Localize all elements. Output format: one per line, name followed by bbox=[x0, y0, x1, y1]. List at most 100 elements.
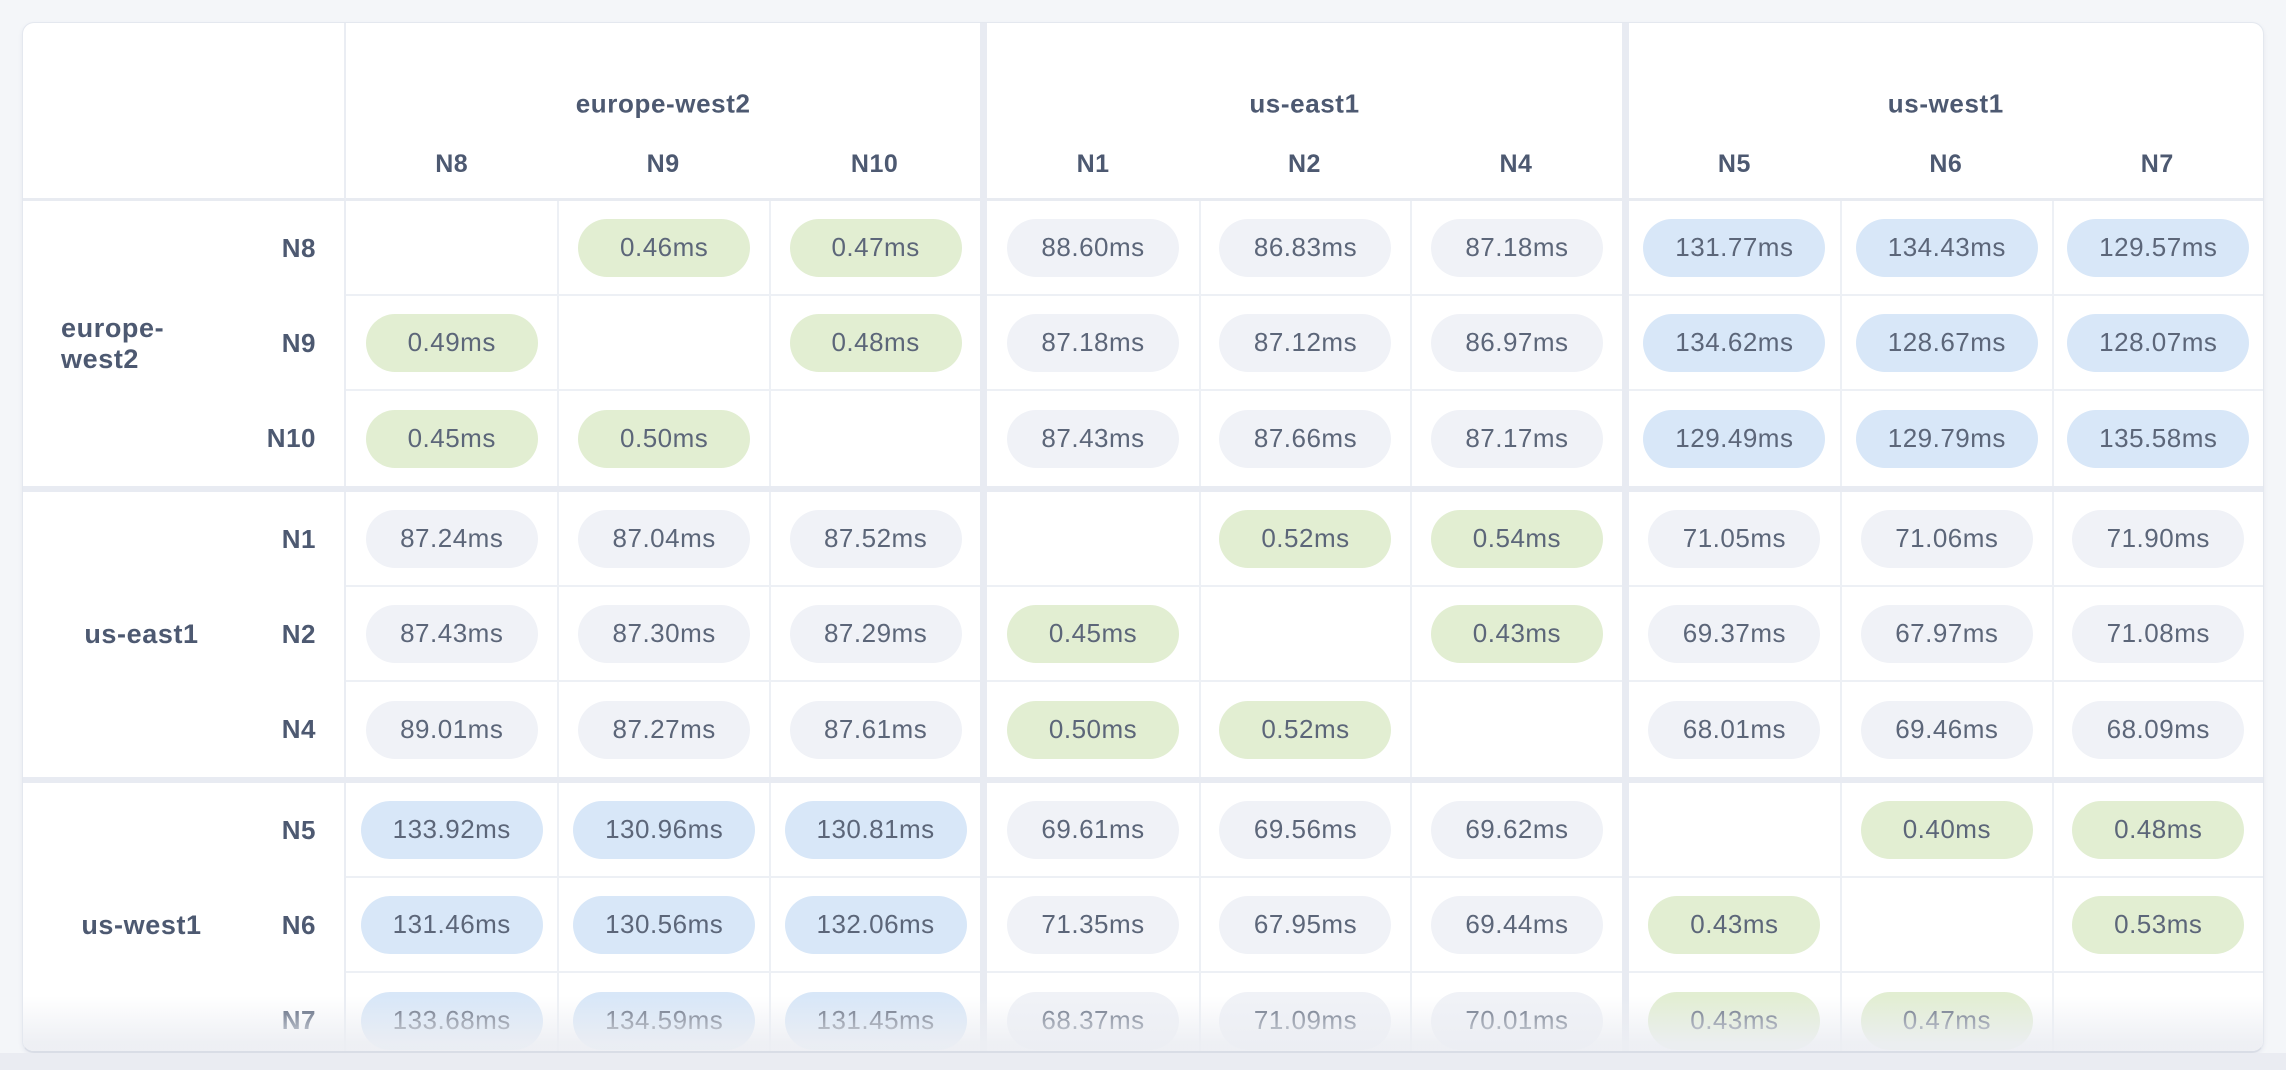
row-region-label: us-west1 bbox=[81, 910, 202, 940]
latency-cell: 133.92ms bbox=[346, 783, 558, 878]
latency-pill: 0.53ms bbox=[2072, 895, 2245, 954]
latency-pill: 67.95ms bbox=[1219, 895, 1392, 954]
matrix-corner-cell bbox=[23, 23, 346, 201]
latency-pill: 133.92ms bbox=[360, 800, 543, 859]
latency-pill: 69.62ms bbox=[1430, 800, 1603, 859]
latency-cell: 69.44ms bbox=[1410, 878, 1622, 973]
latency-cell: 130.81ms bbox=[768, 783, 981, 878]
latency-pill: 87.52ms bbox=[789, 509, 962, 568]
latency-cell: 87.43ms bbox=[346, 587, 558, 682]
latency-cell: 69.61ms bbox=[987, 783, 1199, 878]
latency-cell: 0.45ms bbox=[987, 587, 1199, 682]
latency-pill: 87.43ms bbox=[365, 604, 538, 663]
latency-cell bbox=[1198, 587, 1411, 682]
latency-pill: 67.97ms bbox=[1860, 604, 2033, 663]
latency-pill: 87.17ms bbox=[1430, 409, 1603, 468]
column-node-headers: N8 N9 N10 bbox=[346, 127, 980, 201]
latency-cell: 131.46ms bbox=[346, 878, 558, 973]
latency-pill: 0.45ms bbox=[1007, 604, 1180, 663]
latency-cell: 0.50ms bbox=[557, 391, 768, 486]
latency-pill: 0.43ms bbox=[1648, 895, 1821, 954]
latency-pill: 87.04ms bbox=[578, 509, 751, 568]
latency-cell: 0.54ms bbox=[1410, 492, 1622, 587]
latency-pill: 0.47ms bbox=[789, 218, 962, 277]
latency-cell: 87.30ms bbox=[557, 587, 769, 682]
latency-pill: 86.97ms bbox=[1430, 313, 1603, 372]
latency-cell: 130.56ms bbox=[557, 878, 769, 973]
latency-pill: 135.58ms bbox=[2067, 409, 2250, 468]
latency-cell: 68.01ms bbox=[1629, 682, 1840, 777]
column-node-header: N2 bbox=[1288, 149, 1321, 178]
column-group-header: us-west1 N5 N6 N7 bbox=[1628, 23, 2263, 201]
latency-pill: 89.01ms bbox=[365, 700, 538, 759]
row-group-separator bbox=[23, 486, 2263, 492]
latency-pill: 87.24ms bbox=[365, 509, 538, 568]
latency-pill: 0.50ms bbox=[578, 409, 751, 468]
latency-cell: 87.43ms bbox=[987, 391, 1198, 486]
latency-pill: 71.06ms bbox=[1860, 509, 2033, 568]
column-group-separator bbox=[980, 23, 988, 1051]
latency-cell: 69.62ms bbox=[1410, 783, 1622, 878]
latency-pill: 129.49ms bbox=[1643, 409, 1826, 468]
latency-cell: 0.43ms bbox=[1629, 973, 1840, 1051]
latency-cell: 135.58ms bbox=[2051, 391, 2263, 486]
latency-pill: 87.30ms bbox=[578, 604, 751, 663]
latency-pill: 134.43ms bbox=[1855, 218, 2038, 277]
row-node-label: N8 bbox=[281, 233, 316, 263]
row-node-label: N5 bbox=[281, 815, 316, 845]
column-region-title: us-east1 bbox=[1249, 88, 1360, 119]
column-group-header: europe-west2 N8 N9 N10 bbox=[346, 23, 981, 201]
latency-cell: 131.45ms bbox=[768, 973, 980, 1051]
latency-cell: 87.18ms bbox=[1410, 201, 1622, 296]
latency-pill: 0.47ms bbox=[1860, 991, 2033, 1050]
latency-cell: 0.47ms bbox=[768, 201, 981, 296]
latency-pill: 129.79ms bbox=[1855, 409, 2038, 468]
row-node-labels: N1 N2 N4 bbox=[222, 492, 344, 777]
latency-pill: 0.52ms bbox=[1219, 700, 1392, 759]
latency-pill: 69.37ms bbox=[1648, 604, 1821, 663]
latency-pill: 68.01ms bbox=[1648, 700, 1821, 759]
column-group-header: us-east1 N1 N2 N4 bbox=[987, 23, 1622, 201]
latency-cell: 128.67ms bbox=[1840, 296, 2052, 391]
latency-cell: 134.59ms bbox=[557, 973, 768, 1051]
latency-cell: 0.40ms bbox=[1840, 783, 2052, 878]
latency-pill: 69.46ms bbox=[1860, 700, 2033, 759]
row-node-label: N2 bbox=[281, 619, 316, 649]
latency-cell: 133.68ms bbox=[346, 973, 557, 1051]
latency-cell: 71.06ms bbox=[1840, 492, 2052, 587]
latency-pill: 0.49ms bbox=[365, 313, 538, 372]
latency-cell: 131.77ms bbox=[1628, 201, 1841, 296]
row-node-labels: N8 N9 N10 bbox=[222, 201, 344, 486]
latency-pill: 86.83ms bbox=[1219, 218, 1392, 277]
latency-cell: 71.09ms bbox=[1198, 973, 1410, 1051]
latency-cell: 132.06ms bbox=[768, 878, 981, 973]
latency-pill: 131.45ms bbox=[784, 991, 967, 1050]
latency-cell: 0.43ms bbox=[1410, 587, 1622, 682]
latency-pill: 0.48ms bbox=[789, 313, 962, 372]
latency-cell bbox=[1410, 682, 1621, 777]
latency-pill: 128.67ms bbox=[1855, 313, 2038, 372]
row-region-label: europe-west2 bbox=[61, 312, 165, 374]
latency-cell: 134.43ms bbox=[1840, 201, 2052, 296]
latency-cell: 128.07ms bbox=[2051, 296, 2263, 391]
column-node-header: N7 bbox=[2140, 149, 2174, 178]
latency-cell: 0.48ms bbox=[768, 296, 981, 391]
latency-cell: 89.01ms bbox=[346, 682, 557, 777]
latency-pill: 0.45ms bbox=[365, 409, 538, 468]
latency-pill: 0.48ms bbox=[2072, 800, 2245, 859]
latency-pill: 0.50ms bbox=[1007, 700, 1180, 759]
latency-cell: 87.61ms bbox=[768, 682, 980, 777]
latency-cell: 87.66ms bbox=[1198, 391, 1410, 486]
latency-cell: 87.04ms bbox=[557, 492, 769, 587]
latency-pill: 68.37ms bbox=[1007, 991, 1180, 1050]
row-node-label: N1 bbox=[281, 524, 316, 554]
latency-cell: 0.43ms bbox=[1628, 878, 1841, 973]
latency-cell: 67.95ms bbox=[1198, 878, 1411, 973]
latency-pill: 87.12ms bbox=[1219, 313, 1392, 372]
column-node-header: N1 bbox=[1076, 149, 1110, 178]
latency-cell: 68.37ms bbox=[987, 973, 1198, 1051]
column-region-title: europe-west2 bbox=[575, 88, 751, 119]
latency-pill: 128.07ms bbox=[2067, 313, 2250, 372]
latency-pill: 87.27ms bbox=[578, 700, 751, 759]
latency-pill: 0.54ms bbox=[1430, 509, 1603, 568]
